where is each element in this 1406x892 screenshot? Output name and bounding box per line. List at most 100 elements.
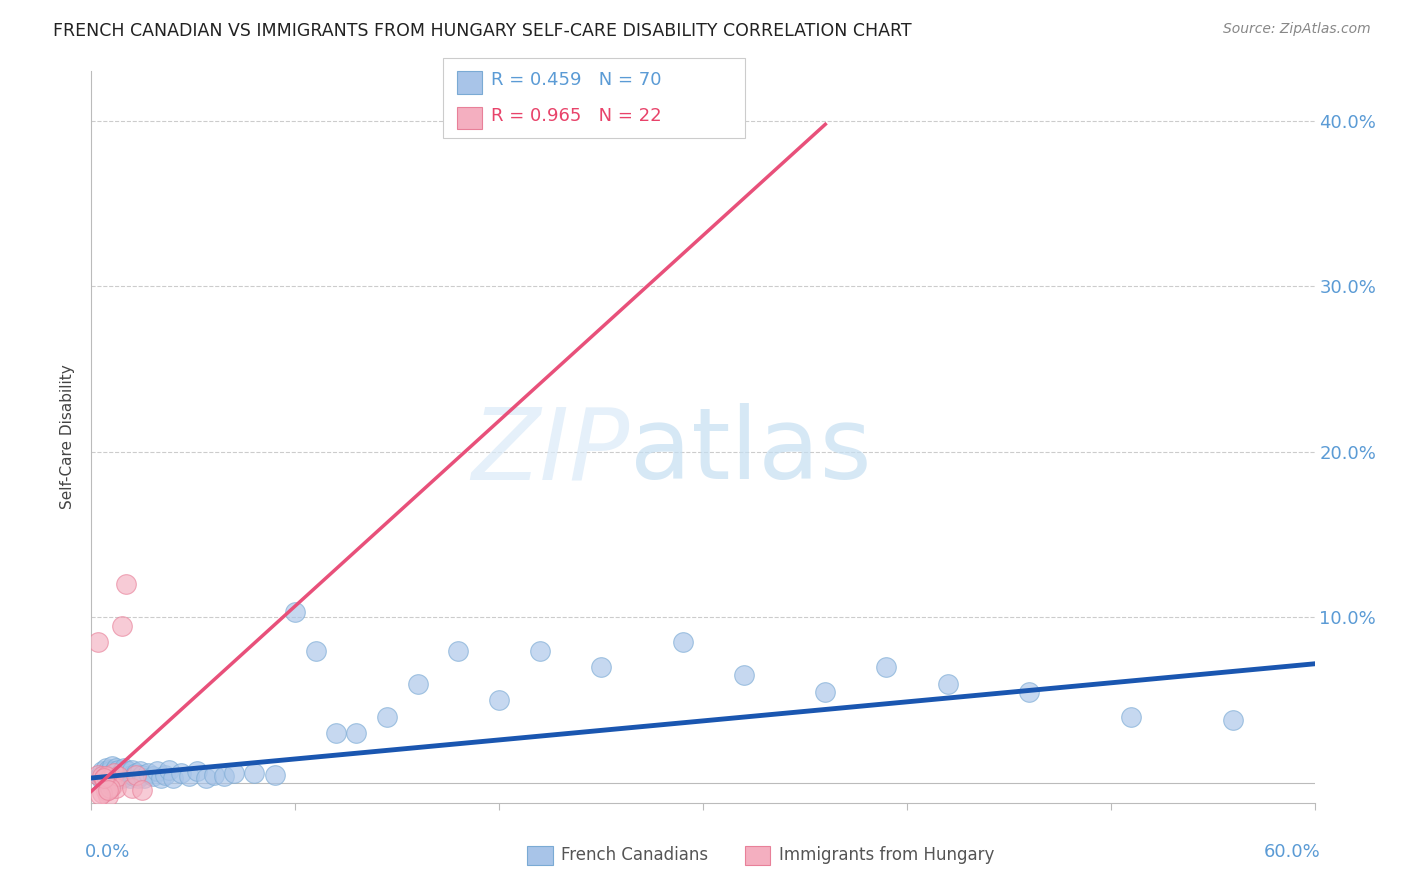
Point [194,771,217,785]
Point [94,784,117,798]
Point [93,771,115,785]
Point [107,769,129,783]
Point [86,635,108,649]
Point [101,779,124,793]
Point [97,789,120,804]
Point [134,771,156,785]
Point [101,767,124,781]
Point [115,577,138,591]
Point [104,780,127,795]
Point [104,761,127,775]
Point [1018,685,1040,699]
Point [98,771,121,785]
Point [112,766,135,780]
Point [111,764,134,779]
Point [202,767,225,781]
Point [121,763,143,777]
Text: Source: ZipAtlas.com: Source: ZipAtlas.com [1223,22,1371,37]
Point [98,764,121,779]
Point [121,767,143,781]
Point [93,771,115,785]
Point [90,772,112,787]
Point [346,726,368,740]
Point [115,769,138,783]
Text: French Canadians: French Canadians [561,847,709,864]
Point [814,685,837,699]
Point [90,769,112,783]
Point [97,769,120,783]
Text: 0.0%: 0.0% [86,843,131,861]
Point [131,767,153,781]
Point [264,767,287,781]
Point [406,676,429,690]
Point [875,660,898,674]
Point [98,771,121,785]
Point [94,769,117,783]
Text: atlas: atlas [630,403,872,500]
Point [179,769,201,783]
Point [529,643,551,657]
Point [103,764,125,779]
Point [86,767,108,781]
Point [111,618,134,632]
Point [145,764,167,779]
Point [129,764,152,779]
Point [90,786,112,800]
Point [157,763,180,777]
Text: FRENCH CANADIAN VS IMMIGRANTS FROM HUNGARY SELF-CARE DISABILITY CORRELATION CHAR: FRENCH CANADIAN VS IMMIGRANTS FROM HUNGA… [53,22,912,40]
Y-axis label: Self-Care Disability: Self-Care Disability [60,365,76,509]
Point [153,767,176,781]
Point [103,766,125,780]
Point [325,726,347,740]
Point [125,766,148,780]
Text: 60.0%: 60.0% [1264,843,1320,861]
Point [222,766,246,780]
Point [101,759,124,773]
Point [120,771,142,785]
Point [89,769,111,783]
Point [149,771,172,785]
Point [284,606,307,620]
Point [138,766,160,780]
Point [101,772,124,787]
Text: R = 0.965   N = 22: R = 0.965 N = 22 [491,107,661,125]
Point [212,769,235,783]
Point [103,769,125,783]
Point [733,668,755,682]
Point [94,761,117,775]
Text: Immigrants from Hungary: Immigrants from Hungary [779,847,994,864]
Point [375,710,398,724]
Point [591,660,613,674]
Text: R = 0.459   N = 70: R = 0.459 N = 70 [491,71,661,89]
Point [186,764,208,779]
Point [93,771,115,785]
Point [89,788,111,802]
Point [97,782,120,797]
Text: ZIP: ZIP [471,403,630,500]
Point [170,766,193,780]
Point [108,769,131,783]
Point [131,782,153,797]
Point [125,767,148,781]
Point [107,771,129,785]
Point [304,643,326,657]
Point [122,769,145,783]
Point [104,766,127,780]
Point [108,767,131,781]
Point [97,763,120,777]
Point [936,676,959,690]
Point [112,761,135,775]
Point [243,766,266,780]
Point [1121,710,1143,724]
Point [1222,713,1244,727]
Point [107,763,129,777]
Point [94,766,117,780]
Point [488,693,510,707]
Point [127,771,149,785]
Point [90,764,112,779]
Point [162,771,184,785]
Point [117,764,139,779]
Point [672,635,695,649]
Point [121,780,143,795]
Point [141,769,163,783]
